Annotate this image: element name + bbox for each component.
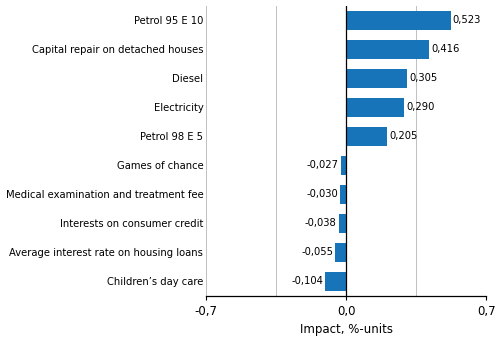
- Bar: [341, 156, 346, 175]
- Text: 0,523: 0,523: [453, 15, 481, 25]
- Text: 0,416: 0,416: [431, 44, 460, 54]
- Bar: [346, 40, 429, 58]
- Bar: [346, 127, 387, 146]
- Text: 0,205: 0,205: [389, 131, 417, 141]
- Text: -0,055: -0,055: [301, 247, 333, 257]
- Bar: [339, 214, 346, 233]
- Text: -0,038: -0,038: [305, 218, 337, 228]
- Bar: [346, 11, 451, 29]
- X-axis label: Impact, %-units: Impact, %-units: [300, 324, 393, 337]
- Bar: [346, 98, 404, 117]
- Text: -0,104: -0,104: [292, 276, 323, 286]
- Text: 0,290: 0,290: [406, 102, 434, 112]
- Bar: [335, 243, 346, 262]
- Text: -0,027: -0,027: [307, 160, 339, 170]
- Bar: [346, 69, 407, 88]
- Text: 0,305: 0,305: [409, 73, 437, 83]
- Text: -0,030: -0,030: [306, 189, 338, 199]
- Bar: [340, 185, 346, 204]
- Bar: [325, 272, 346, 291]
